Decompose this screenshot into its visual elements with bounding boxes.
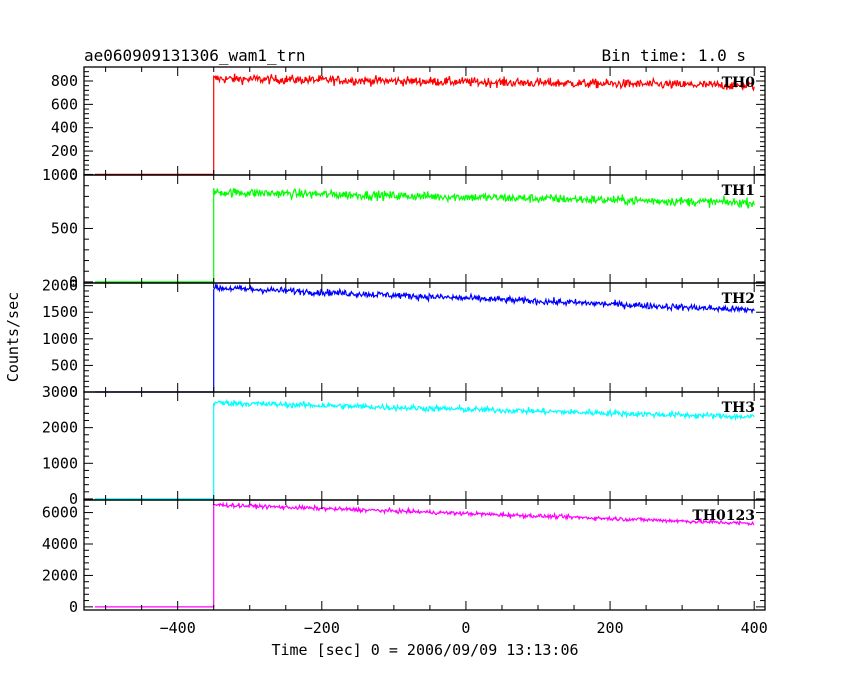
x-tick-label: −400 bbox=[160, 619, 196, 637]
panel-th0123: 0 2000 4000 6000 TH0123 bbox=[42, 499, 766, 616]
panel-label-th1: TH1 bbox=[722, 183, 755, 199]
y-tick-label: 0 bbox=[69, 490, 78, 508]
panel-frame bbox=[83, 174, 766, 284]
y-tick-label: 200 bbox=[51, 142, 78, 160]
x-tick-label: 200 bbox=[597, 619, 624, 637]
panel-label-th0123: TH0123 bbox=[692, 508, 755, 524]
series-line-th2 bbox=[94, 283, 755, 393]
panel-th3: 0 1000 2000 3000 TH3 bbox=[42, 383, 766, 508]
y-tick-label: 0 bbox=[69, 598, 78, 616]
y-tick-label: 0 bbox=[69, 273, 78, 291]
y-tick-label: 2000 bbox=[42, 419, 78, 437]
y-tick-label: 0 bbox=[69, 165, 78, 183]
y-tick-label: 6000 bbox=[42, 504, 78, 522]
x-tick-label: −200 bbox=[304, 619, 340, 637]
y-tick-label: 1000 bbox=[42, 330, 78, 348]
y-tick-label: 0 bbox=[69, 383, 78, 401]
y-tick-label: 4000 bbox=[42, 535, 78, 553]
x-tick-label: 400 bbox=[741, 619, 768, 637]
y-tick-label: 600 bbox=[51, 95, 78, 113]
x-tick-label: 0 bbox=[461, 619, 470, 637]
panel-label-th2: TH2 bbox=[722, 291, 755, 307]
y-tick-label: 2000 bbox=[42, 277, 78, 295]
y-tick-label: 3000 bbox=[42, 383, 78, 401]
y-tick-label: 800 bbox=[51, 72, 78, 90]
series-line-th0123 bbox=[94, 501, 755, 608]
y-tick-label: 400 bbox=[51, 119, 78, 137]
x-axis: −400 −200 0 200 400 bbox=[160, 619, 768, 637]
y-tick-label: 1000 bbox=[42, 454, 78, 472]
y-tick-label: 2000 bbox=[42, 566, 78, 584]
panel-frame bbox=[83, 391, 766, 501]
panels-group: 0 200 400 600 800 TH0 0 500 1000 TH1 0 500 1000 1500 2… bbox=[42, 66, 766, 616]
chart-title: ae060909131306_wam1_trn bbox=[84, 46, 306, 65]
panel-frame bbox=[83, 499, 766, 611]
panel-th1: 0 500 1000 TH1 bbox=[42, 166, 766, 291]
y-tick-label: 500 bbox=[51, 356, 78, 374]
panel-label-th3: TH3 bbox=[722, 400, 755, 416]
panel-th2: 0 500 1000 1500 2000 TH2 bbox=[42, 277, 766, 401]
y-tick-label: 1000 bbox=[42, 166, 78, 184]
series-line-th1 bbox=[94, 187, 755, 283]
y-axis-label: Counts/sec bbox=[4, 292, 22, 382]
panel-label-th0: TH0 bbox=[722, 75, 756, 91]
x-axis-label: Time [sec] 0 = 2006/09/09 13:13:06 bbox=[271, 641, 578, 659]
y-tick-label: 500 bbox=[51, 219, 78, 237]
panel-frame bbox=[83, 282, 766, 393]
series-line-th3 bbox=[94, 398, 755, 500]
bin-time-label: Bin time: 1.0 s bbox=[602, 46, 747, 65]
panel-th0: 0 200 400 600 800 TH0 bbox=[51, 66, 766, 183]
series-line-th0 bbox=[94, 73, 755, 175]
y-tick-label: 1500 bbox=[42, 303, 78, 321]
